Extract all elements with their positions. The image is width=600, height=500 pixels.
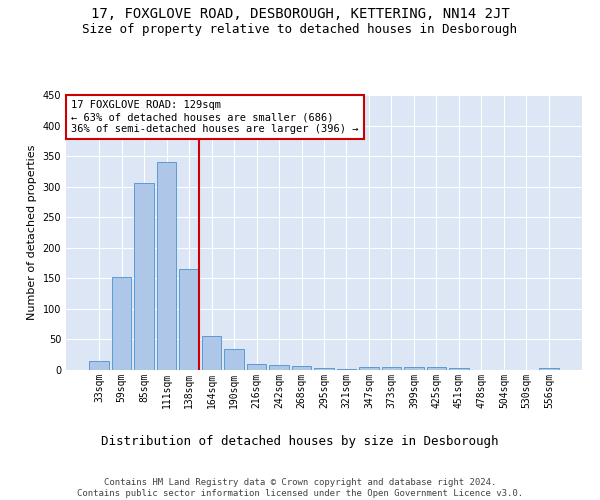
Text: Size of property relative to detached houses in Desborough: Size of property relative to detached ho…: [83, 22, 517, 36]
Bar: [449, 368, 469, 370]
Bar: [247, 364, 266, 370]
Bar: [359, 367, 379, 370]
Bar: [134, 183, 154, 370]
Bar: [427, 367, 446, 370]
Text: Distribution of detached houses by size in Desborough: Distribution of detached houses by size …: [101, 435, 499, 448]
Bar: [292, 366, 311, 370]
Y-axis label: Number of detached properties: Number of detached properties: [27, 145, 37, 320]
Bar: [314, 368, 334, 370]
Bar: [382, 367, 401, 370]
Bar: [179, 268, 199, 370]
Bar: [224, 349, 244, 370]
Bar: [337, 369, 356, 370]
Bar: [157, 162, 176, 370]
Text: 17, FOXGLOVE ROAD, DESBOROUGH, KETTERING, NN14 2JT: 17, FOXGLOVE ROAD, DESBOROUGH, KETTERING…: [91, 8, 509, 22]
Bar: [404, 367, 424, 370]
Bar: [89, 361, 109, 370]
Text: 17 FOXGLOVE ROAD: 129sqm
← 63% of detached houses are smaller (686)
36% of semi-: 17 FOXGLOVE ROAD: 129sqm ← 63% of detach…: [71, 100, 359, 134]
Bar: [202, 336, 221, 370]
Bar: [269, 364, 289, 370]
Text: Contains HM Land Registry data © Crown copyright and database right 2024.
Contai: Contains HM Land Registry data © Crown c…: [77, 478, 523, 498]
Bar: [539, 368, 559, 370]
Bar: [112, 277, 131, 370]
